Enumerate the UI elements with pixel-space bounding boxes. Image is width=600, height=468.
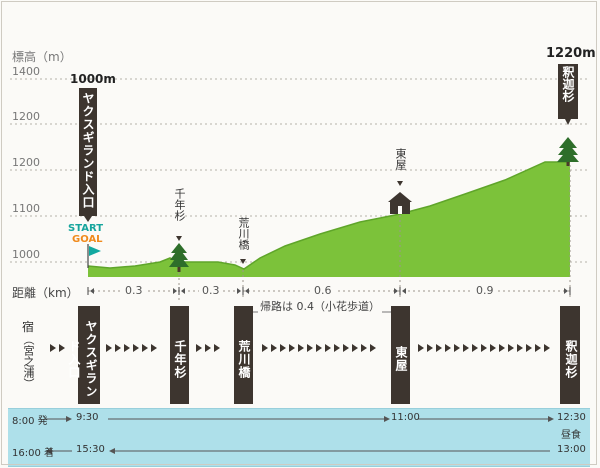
route-chevron (325, 344, 331, 352)
azumaya-label: 東屋 (394, 148, 407, 170)
route-chevron (298, 344, 304, 352)
route-chevron (205, 344, 211, 352)
y-tick-1200b: 1200 (12, 156, 40, 169)
arakawa-label: 荒川橋 (237, 217, 250, 250)
start-flag-icon (87, 244, 101, 268)
route-chevron (517, 344, 523, 352)
schedule-arrows (45, 416, 554, 454)
route-chevron (334, 344, 340, 352)
route-chevron (50, 344, 56, 352)
schedule-out-depart: 8:00 発 (12, 416, 48, 427)
route-chevron (454, 344, 460, 352)
hut-icon (388, 192, 412, 214)
distance-label: 距離（km） (12, 286, 79, 300)
route-chevron (271, 344, 277, 352)
route-chevron (445, 344, 451, 352)
route-chevron (535, 344, 541, 352)
route-stop-sennen: 千年杉 (170, 306, 189, 404)
route-chevron (262, 344, 268, 352)
schedule-ret-t3: 13:00 (557, 444, 586, 455)
marker-arrows (84, 119, 571, 264)
schedule-out-t3: 12:30 (557, 412, 586, 423)
start-marker-bar (79, 88, 97, 216)
route-chevron (59, 344, 65, 352)
goal-text: GOAL (72, 234, 103, 245)
route-chevron (316, 344, 322, 352)
schedule-out-t2: 11:00 (391, 412, 420, 423)
distance-seg1: 0.3 (122, 284, 146, 297)
route-chevron (196, 344, 202, 352)
route-chevron (352, 344, 358, 352)
route-stop-arakawa: 荒川橋 (234, 306, 253, 404)
route-chevron (142, 344, 148, 352)
route-chevron (508, 344, 514, 352)
lodging-label: 宿 (22, 320, 35, 334)
route-chevron (526, 344, 532, 352)
schedule-ret-arrive: 16:00 着 (12, 448, 54, 459)
end-elevation-label: 1220m (546, 46, 596, 61)
start-marker-name: ヤクスギランド入口 (81, 92, 95, 209)
end-marker-name: 釈迦杉 (561, 66, 575, 102)
route-chevron (544, 344, 550, 352)
y-tick-1000: 1000 (12, 248, 40, 261)
route-chevron (361, 344, 367, 352)
distance-ticks (87, 287, 571, 295)
route-chevron (106, 344, 112, 352)
route-chevron (280, 344, 286, 352)
route-chevron (463, 344, 469, 352)
route-chevron (133, 344, 139, 352)
y-tick-1200a: 1200 (12, 110, 40, 123)
distance-seg3: 0.6 (311, 284, 335, 297)
route-chevron (472, 344, 478, 352)
y-tick-1100: 1100 (12, 202, 40, 215)
sennen-label: 千年杉 (173, 188, 186, 221)
route-chevron (370, 344, 376, 352)
distance-seg2: 0.3 (199, 284, 223, 297)
return-route-note: 帰路は 0.4（小花歩道） (258, 298, 382, 314)
start-text: START (68, 223, 104, 234)
route-chevron (418, 344, 424, 352)
end-marker-bar (558, 64, 578, 119)
schedule-ret-t1: 15:30 (76, 444, 105, 455)
tree-icon-shaka (557, 137, 579, 166)
route-chevron (151, 344, 157, 352)
route-stop-entrance: ヤクスギランド入口 (67, 306, 100, 404)
route-chevron (436, 344, 442, 352)
axis-title: 標高（m） (12, 50, 72, 64)
route-chevron (343, 344, 349, 352)
route-chevron (214, 344, 220, 352)
lodging-sub-label: （宮之浦） (22, 334, 35, 389)
schedule-out-t1: 9:30 (76, 412, 99, 423)
route-stop-shaka: 釈迦杉 (560, 306, 580, 404)
start-elevation-label: 1000m (70, 72, 116, 86)
route-chevron (490, 344, 496, 352)
route-chevron (499, 344, 505, 352)
route-chevron (427, 344, 433, 352)
distance-seg4: 0.9 (473, 284, 497, 297)
route-chevron (124, 344, 130, 352)
route-chevron (307, 344, 313, 352)
route-chevron (481, 344, 487, 352)
tree-icon-sennen (169, 243, 189, 272)
route-chevron (115, 344, 121, 352)
route-chevrons (50, 344, 550, 352)
y-tick-1400: 1400 (12, 65, 40, 78)
schedule-lunch: 昼食 (561, 430, 581, 441)
route-chevron (289, 344, 295, 352)
route-stop-azumaya: 東屋 (391, 306, 410, 404)
terrain-area (88, 162, 570, 277)
